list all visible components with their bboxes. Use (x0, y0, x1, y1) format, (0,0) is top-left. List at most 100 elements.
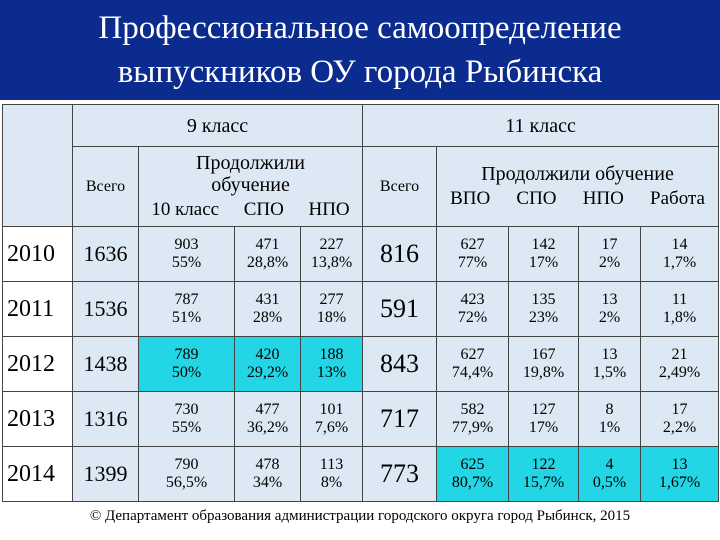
10class-cell-percent: 55% (171, 419, 202, 436)
vpo-cell-percent: 80,7% (451, 474, 494, 491)
npo11-cell-percent: 1% (598, 419, 621, 436)
npo11-cell-percent: 0,5% (592, 474, 627, 491)
total9-cell: 1636 (72, 226, 139, 282)
table-row: 2014 1399 790 56,5% 478 34% 113 8% 773 625 80,7% 12… (2, 446, 720, 502)
spo11-cell-count: 127 (531, 401, 556, 419)
spo9-cell-percent: 28,8% (246, 254, 289, 271)
spo9-cell-count: 471 (255, 236, 280, 254)
npo9-cell-percent: 13,8% (310, 254, 353, 271)
total11-header: Всего (379, 177, 420, 195)
continued9-header: Продолжили обучение (196, 152, 305, 197)
total11-cell: 717 (362, 391, 438, 447)
npo9-cell-percent: 13% (316, 364, 347, 381)
header-row-1: 9 класс 11 класс (2, 104, 720, 227)
spo9-cell-percent: 29,2% (246, 364, 289, 381)
table-row: 2010 1636 903 55% 471 28,8% 227 13,8% 816 627 77% 1… (2, 226, 720, 282)
total9-cell: 1399 (72, 446, 139, 502)
work-cell-count: 13 (671, 456, 688, 474)
year-cell: 2013 (2, 391, 73, 447)
npo11-cell-percent: 2% (598, 254, 621, 271)
spo9-cell-percent: 34% (252, 474, 283, 491)
continued11-header: Продолжили обучение (481, 163, 674, 186)
year-cell: 2010 (2, 226, 73, 282)
spo9-cell-percent: 28% (252, 309, 283, 326)
vpo-cell-count: 627 (460, 346, 485, 364)
table-row: 2012 1438 789 50% 420 29,2% 188 13% 843 627 74,4% 1… (2, 336, 720, 392)
work-cell-percent: 1,8% (662, 309, 697, 326)
spo9-cell-count: 431 (255, 291, 280, 309)
spo9-cell-count: 478 (255, 456, 280, 474)
work-cell-count: 14 (671, 236, 688, 254)
col-spo9: СПО (243, 199, 284, 221)
total11-cell: 591 (362, 281, 438, 337)
vpo-cell-percent: 77,9% (451, 419, 494, 436)
10class-cell-count: 787 (174, 291, 199, 309)
slide-title: Профессиональное самоопределение выпускн… (0, 0, 720, 100)
npo11-cell-count: 13 (601, 291, 618, 309)
vpo-cell-count: 625 (460, 456, 485, 474)
total11-cell: 843 (362, 336, 438, 392)
col-work: Работа (650, 188, 705, 210)
npo9-cell-percent: 18% (316, 309, 347, 326)
10class-cell-percent: 51% (171, 309, 202, 326)
spo9-cell-count: 420 (255, 346, 280, 364)
spo9-cell-percent: 36,2% (246, 419, 289, 436)
spo11-cell-percent: 19,8% (522, 364, 565, 381)
vpo-cell-percent: 77% (457, 254, 488, 271)
work-cell-percent: 2,2% (662, 419, 697, 436)
npo11-cell-percent: 2% (598, 309, 621, 326)
npo9-cell-count: 101 (319, 401, 344, 419)
grade11-header: 11 класс (505, 114, 576, 137)
npo9-cell-percent: 8% (320, 474, 343, 491)
spo11-cell-percent: 17% (528, 254, 559, 271)
corner-cell (2, 104, 73, 227)
spo11-cell-percent: 17% (528, 419, 559, 436)
npo11-cell-count: 8 (605, 401, 614, 419)
npo9-cell-count: 227 (319, 236, 344, 254)
10class-cell-percent: 56,5% (165, 474, 208, 491)
col-npo9: НПО (308, 199, 350, 221)
10class-cell-count: 903 (174, 236, 199, 254)
npo11-cell-percent: 1,5% (592, 364, 627, 381)
vpo-cell-count: 582 (460, 401, 485, 419)
table-row: 2013 1316 730 55% 477 36,2% 101 7,6% 717 582 77,9%… (2, 391, 720, 447)
footer-copyright: © Департамент образования администрации … (89, 508, 631, 524)
total11-cell: 816 (362, 226, 438, 282)
npo9-cell-count: 188 (319, 346, 344, 364)
total9-cell: 1536 (72, 281, 139, 337)
total9-header: Всего (85, 177, 126, 195)
10class-cell-percent: 55% (171, 254, 202, 271)
work-cell-percent: 1,67% (658, 474, 701, 491)
title-line-2: выпускников ОУ города Рыбинска (117, 54, 603, 90)
npo11-cell-count: 17 (601, 236, 618, 254)
spo11-cell-count: 142 (531, 236, 556, 254)
total11-cell: 773 (362, 446, 438, 502)
statistics-table: 9 класс 11 класс Всего Продолжили обучен… (2, 104, 720, 502)
npo9-cell-count: 277 (319, 291, 344, 309)
table-row: 2011 1536 787 51% 431 28% 277 18% 591 423 72% 135 23… (2, 281, 720, 337)
total9-cell: 1438 (72, 336, 139, 392)
col-vpo: ВПО (450, 188, 491, 210)
spo9-cell-count: 477 (255, 401, 280, 419)
10class-cell-percent: 50% (171, 364, 202, 381)
work-cell-count: 21 (671, 346, 688, 364)
npo11-cell-count: 13 (601, 346, 618, 364)
header-row-2: Всего Продолжили обучение 10 класс СПО Н… (3, 146, 720, 227)
vpo-cell-percent: 72% (457, 309, 488, 326)
title-line-1: Профессиональное самоопределение (98, 10, 622, 46)
col-spo11: СПО (516, 188, 557, 210)
spo11-cell-count: 167 (531, 346, 556, 364)
col-10class: 10 класс (151, 199, 220, 221)
10class-cell-count: 730 (174, 401, 199, 419)
spo11-cell-percent: 23% (528, 309, 559, 326)
grade9-header: 9 класс (186, 114, 249, 137)
spo11-cell-count: 135 (531, 291, 556, 309)
npo9-cell-count: 113 (319, 456, 344, 474)
10class-cell-count: 790 (174, 456, 199, 474)
total9-cell: 1316 (72, 391, 139, 447)
vpo-cell-count: 627 (460, 236, 485, 254)
year-cell: 2014 (2, 446, 73, 502)
work-cell-count: 11 (671, 291, 688, 309)
work-cell-count: 17 (671, 401, 688, 419)
vpo-cell-percent: 74,4% (451, 364, 494, 381)
